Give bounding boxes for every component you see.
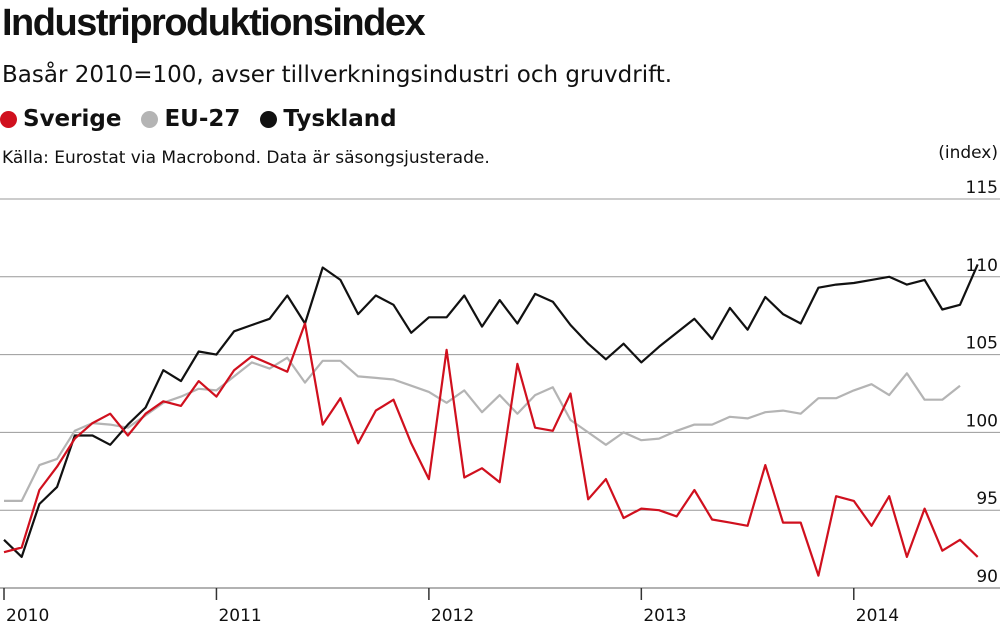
legend-item-sverige: Sverige: [0, 106, 121, 132]
chart-title: Industriproduktionsindex: [2, 2, 426, 44]
x-tick-label-2011: 2011: [218, 606, 261, 626]
legend-dot-tyskland: [260, 110, 278, 128]
y-tick-label-90: 90: [976, 567, 998, 587]
legend-item-eu27: EU-27: [141, 106, 240, 132]
y-tick-label-95: 95: [976, 489, 998, 509]
legend-dot-sverige: [0, 110, 17, 128]
legend-label-sverige: Sverige: [23, 106, 122, 132]
x-tick-label-2010: 2010: [6, 606, 49, 626]
legend: Sverige EU-27 Tyskland: [0, 106, 397, 132]
x-tick-label-2014: 2014: [856, 606, 899, 626]
y-tick-label-110: 110: [966, 256, 998, 276]
legend-dot-eu27: [141, 110, 159, 128]
chart-subtitle: Basår 2010=100, avser tillverkningsindus…: [2, 62, 673, 88]
y-axis-unit: (index): [938, 143, 998, 163]
y-tick-label-100: 100: [966, 411, 998, 431]
x-tick-label-2013: 2013: [643, 606, 686, 626]
source-note: Källa: Eurostat via Macrobond. Data är s…: [2, 148, 490, 168]
legend-item-tyskland: Tyskland: [260, 106, 397, 132]
x-tick-label-2012: 2012: [431, 606, 474, 626]
series-line-tyskland: [3, 263, 979, 559]
series-line-sverige: [3, 322, 979, 577]
legend-label-tyskland: Tyskland: [283, 106, 397, 132]
legend-label-eu27: EU-27: [164, 106, 241, 132]
y-tick-label-115: 115: [966, 178, 998, 198]
series-line-eu27: [4, 356, 961, 502]
y-tick-label-105: 105: [966, 334, 998, 354]
